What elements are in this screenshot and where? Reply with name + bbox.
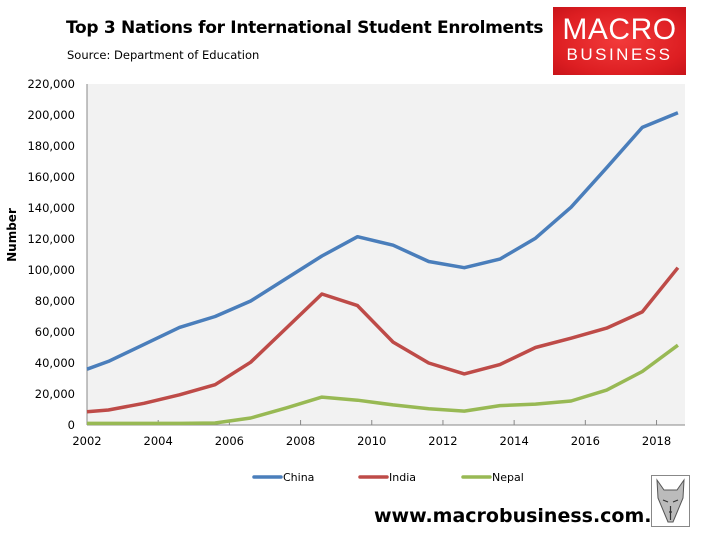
x-tick-label: 2016: [571, 434, 600, 448]
line-chart: 0 20,000 40,000 60,000 80,000 100,000 120,000 1…: [27, 77, 685, 484]
chart-title: Top 3 Nations for International Student …: [66, 18, 544, 38]
y-tick-label: 0: [68, 418, 75, 432]
x-tick-label: 2010: [357, 434, 386, 448]
y-tick-label: 220,000: [27, 77, 75, 91]
y-tick-label: 20,000: [35, 387, 75, 401]
x-tick-label: 2004: [144, 434, 173, 448]
x-tick-label: 2002: [72, 434, 101, 448]
y-tick-label: 180,000: [27, 139, 75, 153]
legend-label-nepal: Nepal: [492, 471, 524, 484]
legend-label-china: China: [283, 471, 314, 484]
logo-line1: MACRO: [562, 13, 677, 46]
wolf-logo-icon: [651, 475, 690, 527]
y-tick-label: 60,000: [35, 325, 75, 339]
legend-label-india: India: [389, 471, 416, 484]
plot-area: [87, 84, 685, 425]
x-tick-label: 2006: [215, 434, 244, 448]
x-tick-label: 2012: [428, 434, 457, 448]
x-tick-label: 2014: [500, 434, 529, 448]
website-url: www.macrobusiness.com.au: [374, 505, 678, 527]
series-line-china: [86, 111, 679, 371]
y-tick-label: 100,000: [27, 263, 75, 277]
y-tick-label: 140,000: [27, 201, 75, 215]
chart-subtitle: Source: Department of Education: [67, 48, 260, 62]
series-line-nepal: [87, 343, 679, 426]
x-tick-label: 2018: [642, 434, 671, 448]
y-tick-label: 80,000: [35, 294, 75, 308]
series-line-india: [86, 266, 680, 414]
macrobusiness-logo: MACRO BUSINESS: [553, 7, 686, 75]
y-tick-label: 40,000: [35, 356, 75, 370]
y-tick-label: 120,000: [27, 232, 75, 246]
logo-line2: BUSINESS: [566, 45, 673, 64]
y-tick-label: 160,000: [27, 170, 75, 184]
y-tick-label: 200,000: [27, 108, 75, 122]
x-tick-label: 2008: [286, 434, 315, 448]
